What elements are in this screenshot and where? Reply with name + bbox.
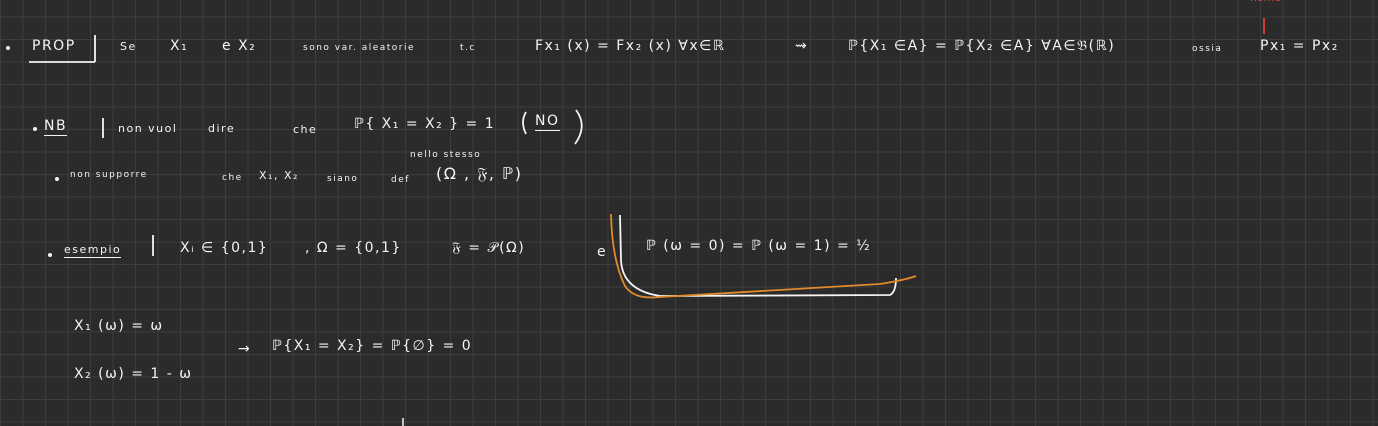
white-curve-stroke: [619, 214, 897, 297]
red-annotation: nome: [1250, 0, 1281, 4]
text-def: def: [391, 175, 410, 185]
prob-empty-result: ℙ{X₁ = X₂} = ℙ{∅} = 0: [272, 338, 473, 354]
prop-label: PROP: [32, 38, 76, 54]
text-nello-stesso: nello stesso: [410, 150, 482, 160]
text-che-2: che: [222, 173, 243, 183]
orange-curve-stroke: [610, 213, 917, 299]
xi-range: Xᵢ ∈ {0,1}: [180, 240, 269, 256]
word-se: Se: [120, 40, 137, 53]
text-siano: siano: [327, 174, 359, 184]
uniform-prob: ℙ (ω = 0) = ℙ (ω = 1) = ½: [646, 238, 872, 254]
bullet-nb: [33, 127, 37, 131]
no-label: NO: [535, 113, 560, 131]
prob-equal-one: ℙ{ X₁ = X₂ } = 1: [354, 116, 496, 132]
var-x1: X₁: [170, 38, 189, 54]
arrow-result: →: [238, 341, 252, 357]
text-non-supporre: non supporre: [70, 170, 148, 180]
sigma-algebra: 𝔉 = 𝒫(Ω): [452, 240, 526, 256]
word-e: e: [597, 244, 608, 260]
cdf-equality: Fx₁ (x) = Fx₂ (x) ∀x∈ℝ: [535, 38, 726, 54]
text-tc: t.c: [460, 43, 476, 53]
text-dire: dire: [208, 122, 236, 135]
bullet-non-supporre: [55, 177, 59, 181]
implies-arrow: ⇝: [795, 38, 809, 54]
text-non-vuol: non vuol: [118, 122, 178, 135]
text-ossia: ossia: [1192, 44, 1223, 54]
law-equality: Px₁ = Px₂: [1260, 38, 1339, 54]
nb-label: NB: [44, 118, 68, 136]
bullet-prop: [6, 46, 10, 50]
text-sono: sono var. aleatorie: [303, 43, 416, 53]
probability-space: (Ω , 𝔉, ℙ): [436, 164, 523, 183]
var-e-x2: e X₂: [222, 38, 257, 54]
text-che: che: [293, 123, 318, 136]
esempio-label: esempio: [64, 243, 122, 258]
omega-def: , Ω = {0,1}: [305, 240, 402, 256]
prob-equality: ℙ{X₁ ∈A} = ℙ{X₂ ∈A} ∀A∈𝔅(ℝ): [848, 38, 1116, 54]
bullet-esempio: [48, 253, 52, 257]
x1-definition: X₁ (ω) = ω: [74, 318, 164, 334]
vars-x1-x2: X₁, X₂: [259, 169, 299, 182]
x2-definition: X₂ (ω) = 1 - ω: [74, 366, 193, 382]
